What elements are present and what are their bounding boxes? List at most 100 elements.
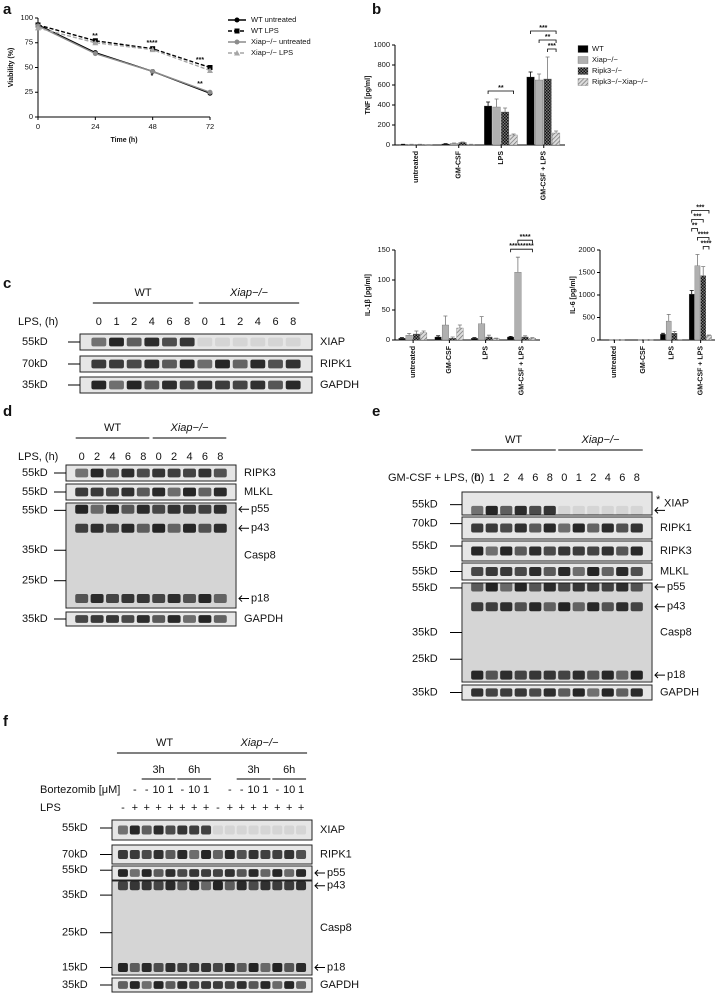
band: [183, 504, 196, 514]
band: [260, 962, 271, 972]
band: [500, 546, 513, 556]
size-marker: 55kD: [412, 540, 438, 552]
band: [284, 981, 295, 989]
lane-label: -: [240, 784, 244, 796]
band: [152, 615, 166, 623]
point: [149, 46, 156, 53]
band: [197, 380, 213, 390]
band: [471, 567, 484, 576]
band: [630, 546, 643, 556]
band: [136, 523, 150, 533]
y-tick-label: 2000: [578, 245, 595, 254]
band: [529, 670, 542, 680]
band: [572, 523, 585, 533]
band: [201, 881, 212, 891]
lane-label: 0: [474, 472, 480, 484]
band: [601, 505, 614, 515]
arrow-label: p43: [251, 522, 269, 534]
lane-label: 2: [94, 451, 100, 463]
band: [514, 546, 527, 556]
error-bar: [660, 332, 665, 335]
band: [144, 337, 160, 347]
band: [272, 850, 283, 859]
x-tick-label: LPS: [669, 346, 676, 360]
lane-label: 2: [590, 472, 596, 484]
band: [141, 962, 152, 972]
band: [485, 688, 498, 697]
band: [285, 380, 301, 390]
band: [471, 523, 484, 533]
band-label: GAPDH: [320, 379, 359, 391]
band: [201, 869, 212, 877]
band-label: RIPK1: [320, 358, 352, 370]
subgroup-label: 3h: [152, 764, 164, 776]
bar: [521, 336, 529, 341]
blot-strip: [111, 819, 313, 841]
band: [197, 359, 213, 369]
band: [514, 567, 527, 576]
annotation: ***: [539, 25, 547, 32]
significance-bracket: [691, 210, 710, 214]
annotation: **: [197, 81, 203, 88]
point: [35, 24, 41, 31]
band: [126, 359, 142, 369]
band-label: Casp8: [660, 626, 692, 638]
band: [284, 825, 295, 835]
band: [587, 670, 600, 680]
point: [150, 68, 156, 74]
treatment-label: LPS: [40, 802, 61, 814]
bar: [671, 333, 678, 341]
bar: [449, 338, 457, 341]
band: [285, 337, 301, 347]
band: [630, 602, 643, 612]
group-label: WT: [505, 434, 522, 446]
band: [232, 337, 248, 347]
bar: [507, 336, 515, 341]
band: [248, 981, 259, 989]
band: [152, 487, 166, 497]
error-bar: [695, 254, 700, 266]
bar: [706, 335, 712, 341]
subgroup-label: 6h: [283, 764, 295, 776]
size-marker: 55kD: [22, 486, 48, 498]
band: [248, 869, 259, 877]
group-label: WT: [104, 422, 121, 434]
size-marker: 55kD: [22, 336, 48, 348]
significance-bracket: [510, 248, 533, 253]
band: [616, 688, 629, 697]
size-marker: 55kD: [22, 504, 48, 516]
band: [630, 505, 643, 515]
lane-label: 6: [619, 472, 625, 484]
band: [165, 825, 176, 835]
band: [587, 688, 600, 697]
band: [630, 582, 643, 592]
band: [201, 825, 212, 835]
band: [129, 881, 140, 891]
band: [284, 869, 295, 877]
point: [207, 67, 213, 73]
lane-label: 2: [503, 472, 509, 484]
lane-label: +: [132, 802, 138, 814]
band: [141, 825, 152, 835]
band: [272, 981, 283, 989]
arrow: [654, 671, 665, 679]
lane-label: 1: [203, 784, 209, 796]
band: [529, 546, 542, 556]
arrow: [314, 882, 325, 890]
size-marker: 35kD: [412, 626, 438, 638]
error-bar: [436, 335, 441, 337]
error-bar: [457, 324, 462, 328]
band: [630, 688, 643, 697]
band: [121, 523, 135, 533]
arrow: [238, 524, 249, 532]
legend-label: Xiap−/− untreated: [251, 37, 311, 46]
arrow-label: p55: [327, 867, 345, 879]
blot-smear: [113, 882, 311, 974]
error-bar: [486, 334, 491, 337]
lane-label: -: [121, 802, 125, 814]
band: [471, 505, 484, 515]
arrow: [238, 595, 249, 602]
group-label: WT: [134, 287, 151, 299]
band: [90, 615, 104, 623]
arrow: [314, 869, 325, 877]
